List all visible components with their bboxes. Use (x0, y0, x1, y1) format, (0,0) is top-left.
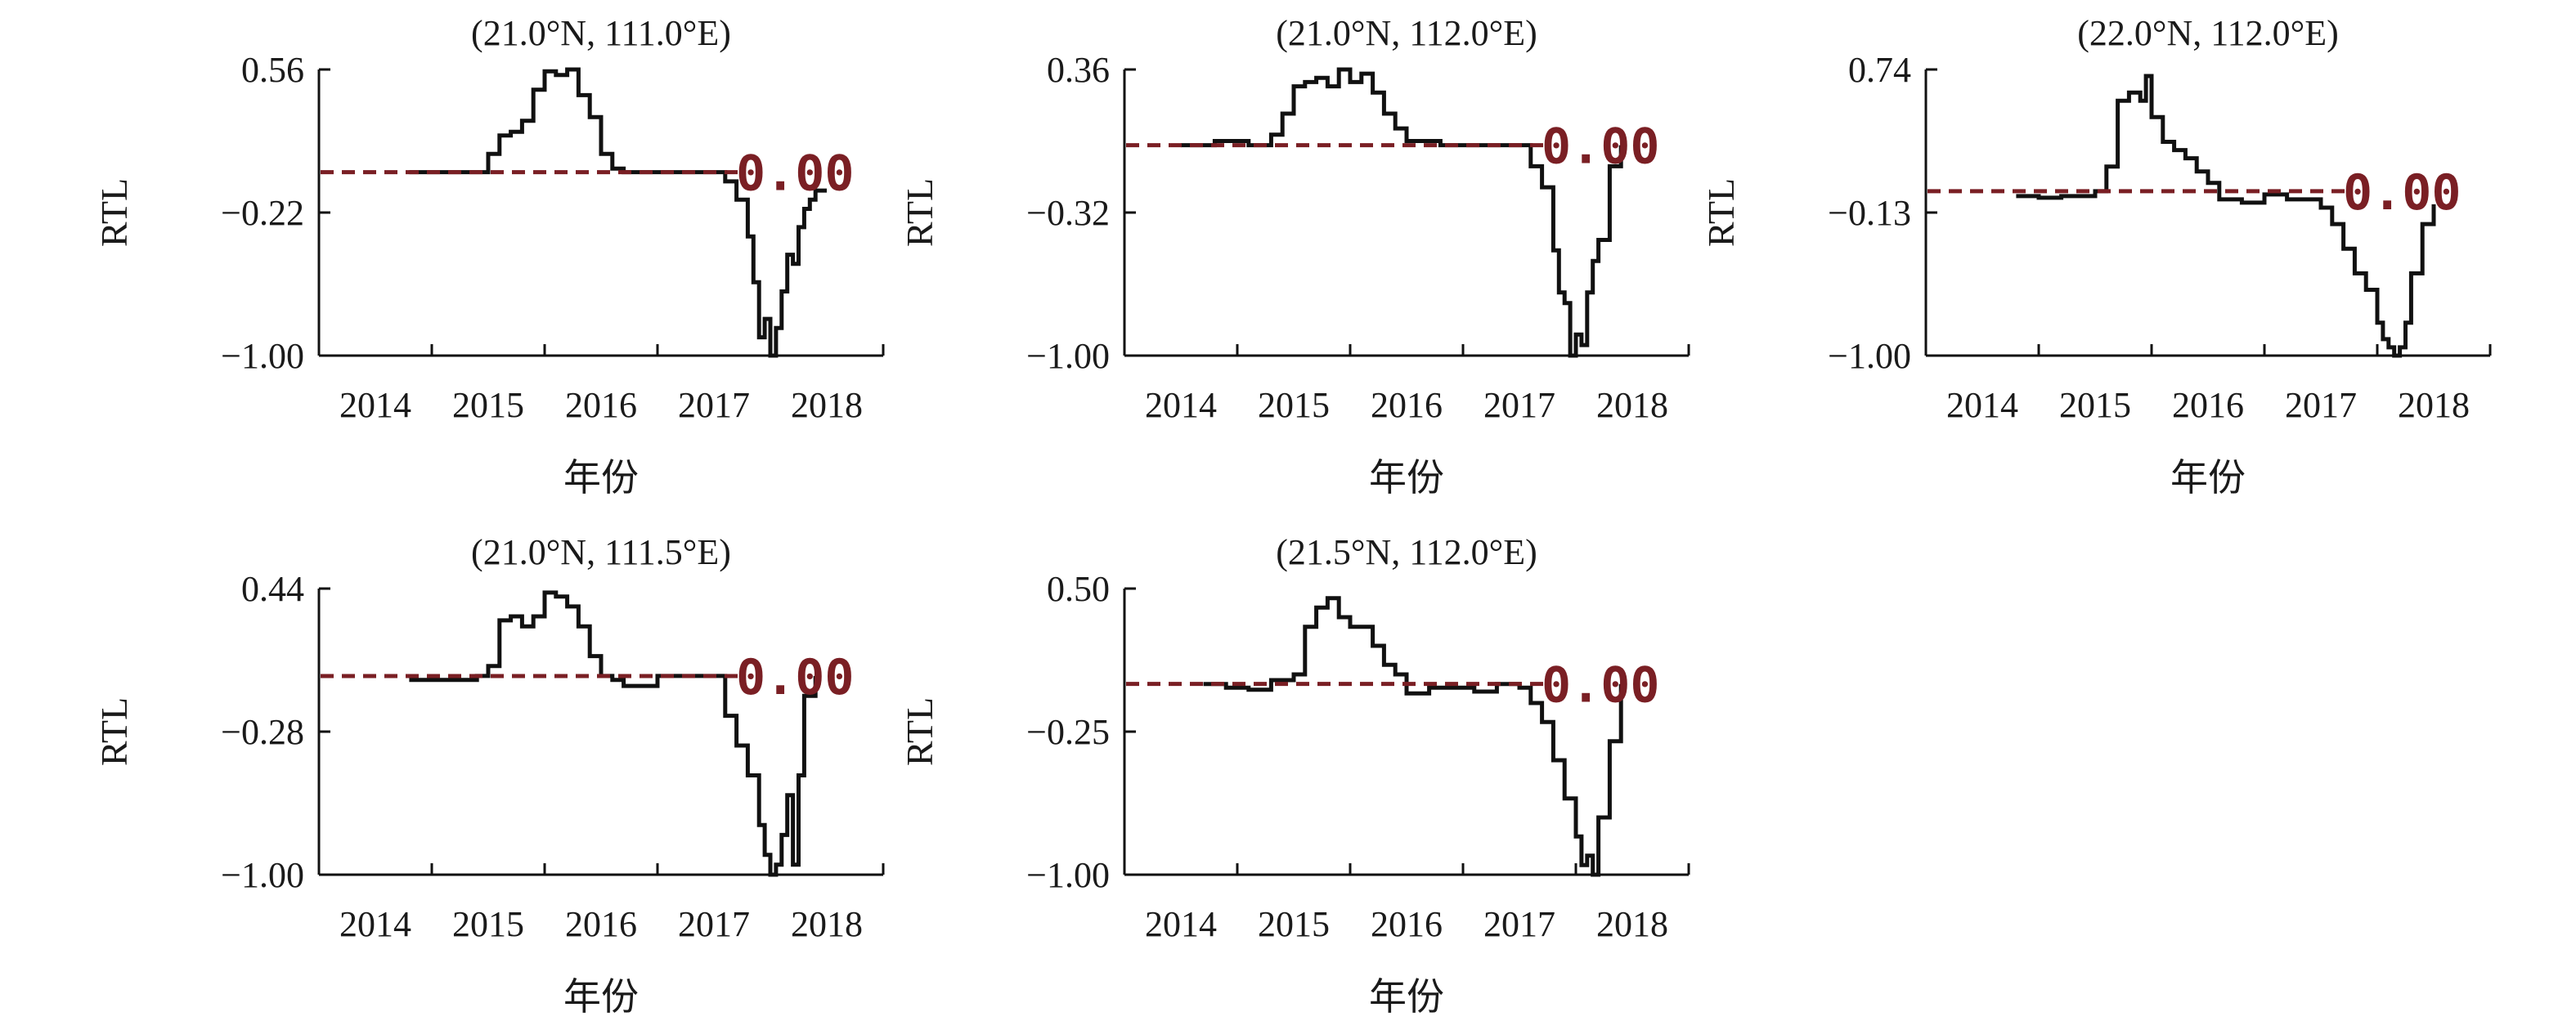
y-tick-label: 0.74 (1848, 50, 1911, 90)
y-tick-label: −0.25 (1026, 712, 1110, 752)
x-tick-label: 2017 (1483, 385, 1555, 425)
subplot-3: (22.0°N, 112.0°E) 0.74 −0.13 −1.00 2014 2015 2… (1700, 13, 2492, 499)
subplot-title: (21.0°N, 111.0°E) (471, 13, 731, 53)
subplot-1: (21.0°N, 111.0°E) 0.56 −0.22 −1.00 2014 2015 2… (93, 13, 885, 499)
series-line (2016, 74, 2436, 358)
subplot-4: (21.0°N, 111.5°E) 0.44 −0.28 −1.00 2014 2015 2… (93, 532, 885, 1019)
x-axis-label: 年份 (563, 455, 639, 499)
x-tick-label: 2016 (565, 904, 637, 944)
y-tick-label: −1.00 (1026, 336, 1110, 376)
x-tick-label: 2018 (791, 385, 863, 425)
y-tick-label: −1.00 (221, 855, 304, 895)
x-tick-label: 2015 (1258, 904, 1330, 944)
x-tick-label: 2017 (1483, 904, 1555, 944)
y-tick-label: −0.13 (1828, 193, 1911, 233)
y-tick-label: 0.36 (1047, 50, 1110, 90)
x-tick-label: 2014 (339, 904, 411, 944)
y-tick-label: 0.44 (241, 569, 304, 609)
subplot-title: (22.0°N, 112.0°E) (2077, 13, 2339, 53)
x-tick-label: 2017 (678, 904, 750, 944)
x-tick-label: 2018 (2398, 385, 2470, 425)
x-tick-label: 2014 (339, 385, 411, 425)
x-tick-label: 2017 (2285, 385, 2357, 425)
subplot-title: (21.0°N, 111.5°E) (471, 532, 731, 572)
reference-line-label: 0.00 (1542, 119, 1660, 176)
reference-line-label: 0.00 (2343, 164, 2462, 222)
y-axis-label: RTL (899, 697, 940, 766)
x-axis-label: 年份 (1369, 974, 1444, 1019)
y-tick-label: −1.00 (221, 336, 304, 376)
series-line (409, 590, 818, 877)
x-axis-label: 年份 (2170, 455, 2246, 499)
x-tick-label: 2018 (1596, 904, 1668, 944)
x-tick-label: 2016 (1371, 385, 1443, 425)
x-axis-label: 年份 (1369, 455, 1444, 499)
y-tick-label: −1.00 (1026, 855, 1110, 895)
x-tick-label: 2014 (1145, 904, 1217, 944)
series-line (409, 67, 827, 358)
x-tick-label: 2016 (565, 385, 637, 425)
x-tick-label: 2016 (2172, 385, 2244, 425)
x-axis-label: 年份 (563, 974, 639, 1019)
subplot-2: (21.0°N, 112.0°E) 0.36 −0.32 −1.00 2014 2015 2… (899, 13, 1690, 499)
y-axis-label: RTL (899, 178, 940, 247)
subplot-5: (21.5°N, 112.0°E) 0.50 −0.25 −1.00 2014 2015 2… (899, 532, 1690, 1019)
x-tick-label: 2015 (2059, 385, 2131, 425)
y-tick-label: 0.50 (1047, 569, 1110, 609)
x-tick-label: 2017 (678, 385, 750, 425)
series-line (1181, 67, 1623, 358)
y-tick-label: −0.28 (221, 712, 304, 752)
y-tick-label: −0.32 (1026, 193, 1110, 233)
subplot-title: (21.0°N, 112.0°E) (1276, 13, 1537, 53)
reference-line-label: 0.00 (736, 146, 855, 203)
reference-line-label: 0.00 (1542, 657, 1660, 714)
y-tick-label: −1.00 (1828, 336, 1911, 376)
reference-line-label: 0.00 (736, 649, 855, 706)
x-tick-label: 2014 (1946, 385, 2018, 425)
x-tick-label: 2015 (1258, 385, 1330, 425)
x-tick-label: 2018 (791, 904, 863, 944)
subplot-title: (21.5°N, 112.0°E) (1276, 532, 1537, 572)
y-axis-label: RTL (1700, 178, 1742, 247)
x-tick-label: 2015 (452, 904, 524, 944)
x-tick-label: 2014 (1145, 385, 1217, 425)
y-axis-label: RTL (93, 178, 135, 247)
series-line (1203, 596, 1623, 877)
y-tick-label: −0.22 (221, 193, 304, 233)
x-tick-label: 2018 (1596, 385, 1668, 425)
y-axis-label: RTL (93, 697, 135, 766)
y-tick-label: 0.56 (241, 50, 304, 90)
x-tick-label: 2016 (1371, 904, 1443, 944)
x-tick-label: 2015 (452, 385, 524, 425)
